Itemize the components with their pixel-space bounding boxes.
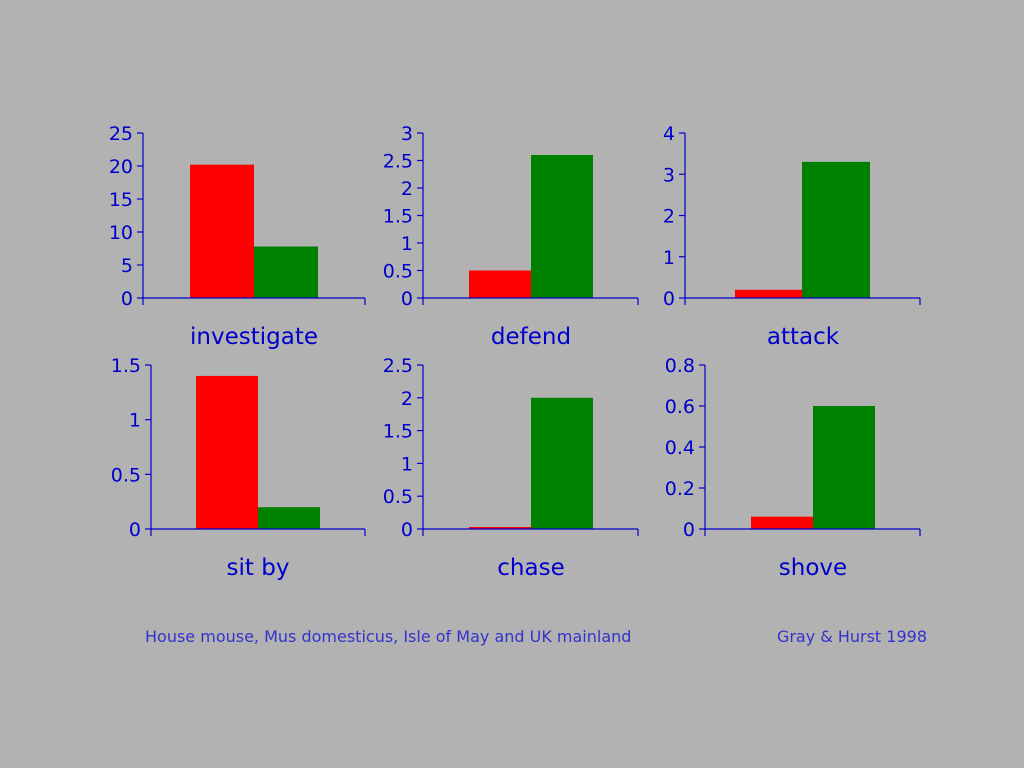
bar-defend-1 <box>469 270 531 298</box>
y-tick-label: 3 <box>663 164 675 186</box>
bar-defend-2 <box>531 155 593 298</box>
y-tick-label: 0 <box>683 519 695 541</box>
y-tick-label: 1.5 <box>383 421 413 443</box>
y-tick-label: 10 <box>109 222 133 244</box>
y-tick-label: 15 <box>109 189 133 211</box>
bar-investigate-2 <box>254 246 318 298</box>
bar-attack-2 <box>802 161 870 298</box>
caption-species: House mouse, Mus domesticus, Isle of May… <box>145 627 632 646</box>
y-tick-label: 2 <box>401 178 413 200</box>
category-label: attack <box>767 324 840 350</box>
category-label: defend <box>491 324 571 350</box>
y-tick-label: 5 <box>121 255 133 277</box>
y-tick-label: 1.5 <box>383 206 413 228</box>
y-tick-label: 0.8 <box>665 355 695 377</box>
y-tick-label: 2 <box>401 388 413 410</box>
bar-sit-by-1 <box>196 375 258 529</box>
y-tick-label: 4 <box>663 123 675 145</box>
y-tick-label: 0.5 <box>111 464 141 486</box>
y-tick-label: 20 <box>109 156 133 178</box>
y-tick-label: 1.5 <box>111 355 141 377</box>
bar-investigate-1 <box>190 164 254 298</box>
y-tick-label: 0.6 <box>665 396 695 418</box>
category-label: sit by <box>227 555 290 581</box>
y-tick-label: 0.5 <box>383 261 413 283</box>
y-tick-label: 0.4 <box>665 437 695 459</box>
y-tick-label: 2 <box>663 206 675 228</box>
bar-chase-2 <box>531 397 593 529</box>
y-tick-label: 0 <box>129 519 141 541</box>
bar-shove-2 <box>813 406 875 529</box>
y-tick-label: 0 <box>663 288 675 310</box>
category-label: shove <box>779 555 847 581</box>
y-tick-label: 0 <box>121 288 133 310</box>
category-label: chase <box>497 555 564 581</box>
bar-chase-1 <box>469 527 531 529</box>
y-tick-label: 1 <box>401 233 413 255</box>
y-tick-label: 3 <box>401 123 413 145</box>
category-label: investigate <box>190 324 318 350</box>
y-tick-label: 2.5 <box>383 151 413 173</box>
y-tick-label: 1 <box>129 410 141 432</box>
y-tick-label: 2.5 <box>383 355 413 377</box>
y-tick-label: 1 <box>401 453 413 475</box>
caption-citation: Gray & Hurst 1998 <box>776 627 927 646</box>
y-tick-label: 25 <box>109 123 133 145</box>
y-tick-label: 0 <box>401 519 413 541</box>
y-tick-label: 0.5 <box>383 486 413 508</box>
y-tick-label: 0.2 <box>665 478 695 500</box>
y-tick-label: 1 <box>663 247 675 269</box>
bar-sit-by-2 <box>258 507 320 529</box>
bar-shove-1 <box>751 516 813 529</box>
y-tick-label: 0 <box>401 288 413 310</box>
bar-attack-1 <box>735 289 803 298</box>
